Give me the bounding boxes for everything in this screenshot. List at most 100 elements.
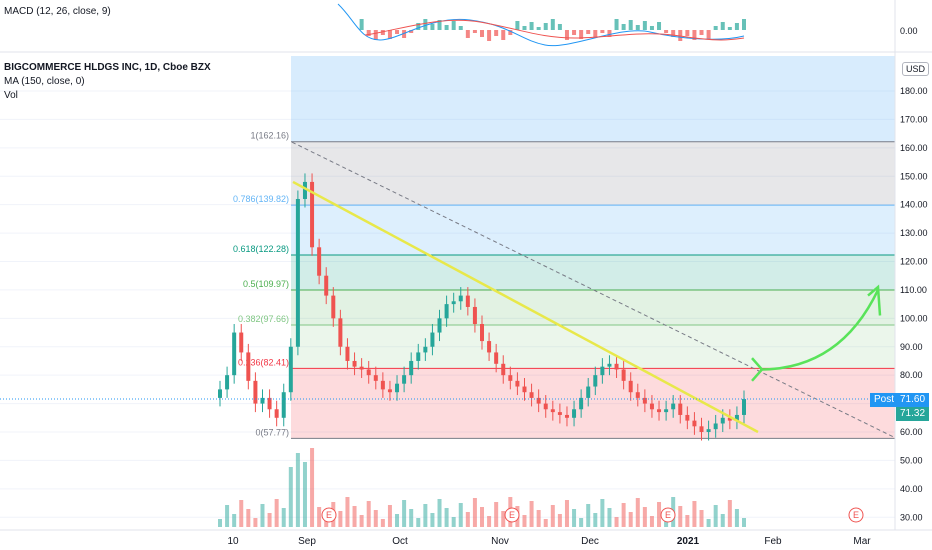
macd-histogram-bar <box>614 19 619 30</box>
volume-bar <box>607 508 612 527</box>
volume-bar <box>423 504 428 527</box>
earnings-marker-icon <box>321 507 337 523</box>
volume-bar <box>529 501 534 527</box>
macd-histogram-bar <box>628 20 633 30</box>
volume-bar <box>742 518 746 527</box>
fib-level-label: 0.5(109.97) <box>243 279 289 289</box>
earnings-marker-icon <box>660 507 676 523</box>
volume-bar <box>465 512 470 527</box>
volume-bar <box>288 467 293 527</box>
candle-body <box>380 380 385 390</box>
candle-body <box>543 403 548 410</box>
candle-body <box>352 360 357 367</box>
volume-bar <box>480 507 484 527</box>
volume-bar <box>402 500 407 527</box>
y-tick-label: 150.00 <box>900 171 928 181</box>
ma-indicator-label[interactable]: MA (150, close, 0) <box>4 76 85 87</box>
volume-bar <box>614 517 619 527</box>
candle-body <box>430 332 435 347</box>
candle-body <box>529 392 534 398</box>
macd-histogram-bar <box>515 21 520 30</box>
fib-zone <box>291 255 895 291</box>
volume-bar <box>253 518 258 527</box>
candle-body <box>302 181 307 199</box>
volume-bar <box>635 498 640 527</box>
volume-bar <box>706 519 711 527</box>
macd-zero-label: 0.00 <box>900 26 918 36</box>
macd-histogram-bar <box>593 30 598 38</box>
fib-level-label: 0.786(139.82) <box>233 194 289 204</box>
volume-bar <box>416 518 421 527</box>
last-price-badge: 71.32 <box>896 407 930 421</box>
volume-bar <box>579 518 584 527</box>
candle-body <box>416 352 421 361</box>
candle-body <box>387 389 392 393</box>
volume-bar <box>720 514 725 527</box>
fib-level-label: 1(162.16) <box>250 131 289 141</box>
candle-body <box>657 409 662 413</box>
candle-body <box>579 397 584 410</box>
volume-bar <box>536 510 541 527</box>
volume-bar <box>586 504 591 527</box>
candle-body <box>225 375 230 390</box>
candle-body <box>295 198 300 347</box>
candle-body <box>678 403 683 415</box>
currency-button[interactable]: USD <box>902 62 930 76</box>
candle-body <box>536 397 541 404</box>
earnings-marker-icon <box>504 507 520 523</box>
volume-bar <box>295 453 300 527</box>
earnings-marker-label: E <box>509 510 515 520</box>
candle-body <box>713 423 718 430</box>
earnings-marker-icon <box>848 507 864 523</box>
macd-histogram-bar <box>395 30 400 34</box>
y-tick-label: 50.00 <box>900 455 923 465</box>
candle-body <box>671 403 676 410</box>
candle-body <box>685 414 690 421</box>
x-tick-label: Dec <box>581 536 599 547</box>
volume-bar <box>543 519 548 527</box>
y-tick-label: 120.00 <box>900 257 928 267</box>
candle-body <box>331 295 336 319</box>
candle-body <box>274 409 279 418</box>
volume-indicator-label[interactable]: Vol <box>4 90 18 101</box>
candle-body <box>635 392 640 398</box>
candle-body <box>515 380 520 387</box>
macd-pane: 0.00 <box>0 3 932 53</box>
price-axis: 180.00 170.00 160.00 150.00 140.00 130.00 120.… <box>894 0 928 530</box>
candle-body <box>345 346 350 361</box>
macd-histogram-bar <box>664 30 669 33</box>
y-tick-label: 130.00 <box>900 228 928 238</box>
y-tick-label: 180.00 <box>900 86 928 96</box>
volume-bar <box>274 499 279 527</box>
candle-body <box>267 397 272 410</box>
volume-bar <box>621 503 626 527</box>
macd-histogram-bar <box>522 26 527 30</box>
candle-body <box>607 363 612 367</box>
volume-bar <box>557 514 562 527</box>
post-label-badge: Post <box>870 393 899 407</box>
macd-histogram-bar <box>402 30 407 38</box>
macd-histogram-bar <box>586 30 591 34</box>
candle-body <box>501 363 506 376</box>
y-tick-label: 110.00 <box>900 285 927 295</box>
volume-bar <box>225 505 230 527</box>
green-arrow-head <box>867 284 882 316</box>
volume-bar <box>281 508 286 527</box>
fib-level-label: 0(57.77) <box>255 427 289 437</box>
macd-histogram-bar <box>649 26 654 30</box>
symbol-title[interactable]: BIGCOMMERCE HLDGS INC, 1D, Cboe BZX <box>4 62 211 73</box>
volume-bar <box>487 516 492 527</box>
macd-histogram-bar <box>699 30 704 35</box>
volume-bar <box>430 513 435 527</box>
macd-indicator-label[interactable]: MACD (12, 26, close, 9) <box>4 6 111 17</box>
candle-body <box>281 392 286 418</box>
volume-bar <box>649 516 654 527</box>
macd-histogram-bar <box>720 22 725 30</box>
volume-bar <box>437 499 442 527</box>
candle-body <box>444 304 449 319</box>
candle-body <box>494 352 499 364</box>
macd-histogram-bar <box>727 27 732 30</box>
volume-bar <box>260 504 265 527</box>
macd-histogram-bar <box>678 30 683 41</box>
